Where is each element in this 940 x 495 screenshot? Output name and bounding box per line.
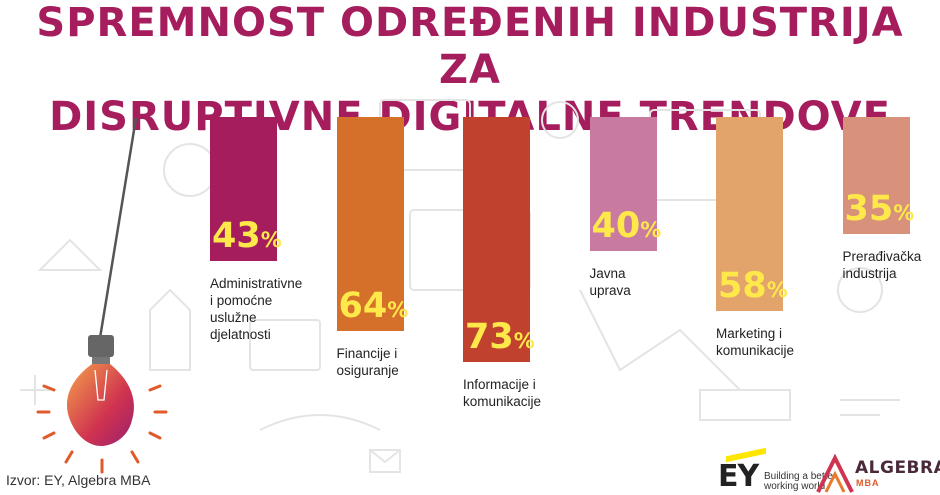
- algebra-logo-name: ALGEBRA: [855, 458, 940, 478]
- bar-administrativne: [210, 117, 277, 262]
- value-label-marketing: 58%: [718, 266, 788, 307]
- category-label-marketing: Marketing i komunikacije: [716, 326, 795, 359]
- category-label-preradivacka: Prerađivačka industrija: [842, 249, 922, 282]
- algebra-logo: ALGEBRA MBA: [816, 452, 940, 495]
- value-label-javna-uprava: 40%: [591, 206, 662, 246]
- title-line-1: SPREMNOST ODREĐENIH INDUSTRIJA ZA: [36, 0, 904, 93]
- ey-logo-mark: EY: [718, 459, 759, 494]
- bar-financije: [336, 117, 404, 332]
- light-bulb-icon: [36, 117, 168, 474]
- category-label-financije: Financije i osiguranje: [336, 346, 399, 379]
- bar-javna-uprava: [589, 117, 657, 251]
- value-label-preradivacka: 35%: [844, 189, 915, 230]
- category-label-javna-uprava: Javna uprava: [589, 266, 631, 298]
- category-label-informacije: Informacije i komunikacije: [463, 376, 542, 409]
- value-label-administrativne: 43%: [212, 216, 282, 257]
- value-label-informacije: 73%: [465, 316, 535, 357]
- algebra-logo-sub: MBA: [856, 478, 880, 488]
- bar-marketing: [716, 117, 783, 312]
- bar-informacije: [463, 117, 530, 362]
- bar-preradivacka: [842, 117, 910, 235]
- category-label-administrativne: Administrativne i pomoćne uslužne djelat…: [210, 276, 303, 343]
- ey-logo-tagline: Building a better working world: [764, 471, 837, 492]
- value-label-financije: 64%: [338, 286, 409, 327]
- algebra-logo-icon: [816, 454, 854, 493]
- source-note: Izvor: EY, Algebra MBA: [6, 472, 151, 488]
